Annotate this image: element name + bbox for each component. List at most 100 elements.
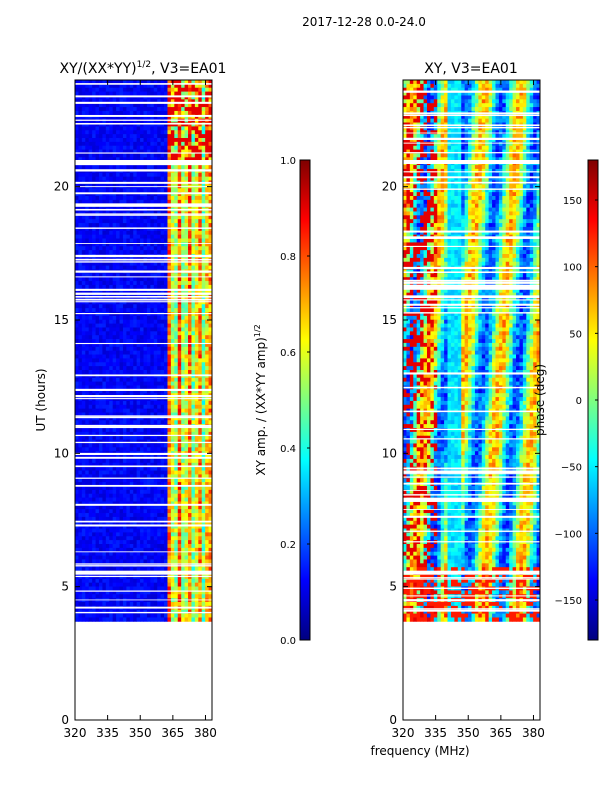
heatmap-cell [188, 223, 192, 228]
heatmap-cell [129, 230, 134, 236]
heatmap-cell [170, 192, 175, 197]
heatmap-cell [177, 319, 182, 324]
heatmap-cell [174, 389, 179, 394]
heatmap-cell [95, 323, 100, 328]
heatmap-cell [201, 358, 206, 363]
heatmap-cell [205, 478, 209, 483]
heatmap-cell [143, 362, 148, 367]
heatmap-cell [122, 532, 127, 537]
heatmap-cell [153, 447, 158, 452]
heatmap-cell [102, 288, 107, 294]
heatmap-cell [174, 420, 179, 425]
heatmap-cell [129, 559, 134, 564]
heatmap-cell [88, 493, 93, 498]
heatmap-cell [157, 172, 162, 178]
heatmap-cell [119, 400, 124, 406]
heatmap-cell [140, 141, 144, 147]
heatmap-cell [201, 408, 206, 413]
heatmap-cell [98, 470, 103, 475]
heatmap-cell [92, 126, 96, 131]
heatmap-cell [153, 536, 158, 541]
heatmap-cell [78, 261, 83, 266]
heatmap-cell [102, 524, 107, 529]
heatmap-cell [153, 99, 158, 104]
heatmap-cell [174, 107, 179, 112]
heatmap-cell [85, 559, 90, 564]
heatmap-cell [122, 226, 127, 232]
heatmap-cell [150, 428, 155, 433]
heatmap-cell [184, 354, 189, 359]
heatmap-cell [109, 273, 114, 278]
heatmap-cell [188, 165, 192, 170]
heatmap-cell [201, 230, 206, 236]
heatmap-cell [92, 489, 96, 495]
heatmap-cell [174, 196, 179, 201]
heatmap-cell [98, 277, 103, 282]
heatmap-cell [75, 238, 79, 243]
heatmap-cell [174, 327, 179, 332]
heatmap-cell [191, 536, 196, 541]
heatmap-cell [198, 103, 203, 108]
heatmap-cell [81, 408, 86, 413]
heatmap-cell [95, 223, 100, 228]
heatmap-cell [122, 288, 127, 294]
heatmap-cell [198, 327, 203, 332]
heatmap-cell [98, 87, 103, 92]
heatmap-cell [136, 420, 141, 425]
heatmap-cell [126, 528, 131, 533]
heatmap-cell [133, 219, 138, 224]
heatmap-cell [194, 126, 199, 131]
heatmap-cell [109, 308, 114, 313]
heatmap-cell [133, 145, 138, 150]
heatmap-cell [198, 138, 203, 143]
heatmap-cell [119, 95, 124, 100]
heatmap-cell [116, 474, 120, 479]
heatmap-cell [194, 141, 199, 147]
heatmap-cell [105, 478, 110, 483]
heatmap-cell [119, 242, 124, 247]
heatmap-cell [105, 428, 110, 433]
heatmap-cell [88, 381, 93, 386]
heatmap-cell [109, 319, 114, 324]
heatmap-cell [174, 493, 179, 498]
heatmap-cell [78, 149, 83, 154]
heatmap-cell [208, 381, 212, 386]
heatmap-cell [167, 404, 172, 410]
heatmap-cell [92, 555, 96, 560]
heatmap-cell [167, 431, 172, 437]
heatmap-cell [102, 242, 107, 247]
heatmap-cell [201, 381, 206, 386]
heatmap-cell [88, 443, 93, 448]
heatmap-cell [167, 265, 172, 270]
heatmap-cell [181, 242, 185, 247]
heatmap-cell [160, 532, 165, 537]
heatmap-cell [95, 308, 100, 313]
heatmap-cell [191, 87, 196, 92]
heatmap-cell [167, 199, 172, 205]
heatmap-cell [78, 540, 83, 545]
heatmap-cell [102, 447, 107, 452]
heatmap-cell [201, 304, 206, 309]
heatmap-cell [92, 114, 96, 120]
heatmap-cell [208, 103, 212, 108]
heatmap-cell [201, 385, 206, 390]
heatmap-cell [85, 223, 90, 228]
heatmap-cell [201, 532, 206, 537]
heatmap-cell [95, 246, 100, 251]
heatmap-cell [153, 91, 158, 96]
heatmap-cell [164, 273, 168, 278]
heatmap-cell [208, 99, 212, 104]
heatmap-cell [143, 319, 148, 324]
heatmap-cell [109, 304, 114, 309]
heatmap-cell [143, 509, 148, 514]
heatmap-cell [208, 358, 212, 363]
heatmap-cell [188, 397, 192, 402]
heatmap-cell [75, 505, 79, 510]
heatmap-cell [109, 87, 114, 92]
heatmap-cell [105, 431, 110, 437]
heatmap-cell [126, 250, 131, 255]
heatmap-cell [75, 358, 79, 363]
heatmap-cell [198, 377, 203, 382]
heatmap-cell [112, 315, 117, 321]
heatmap-cell [136, 501, 141, 506]
